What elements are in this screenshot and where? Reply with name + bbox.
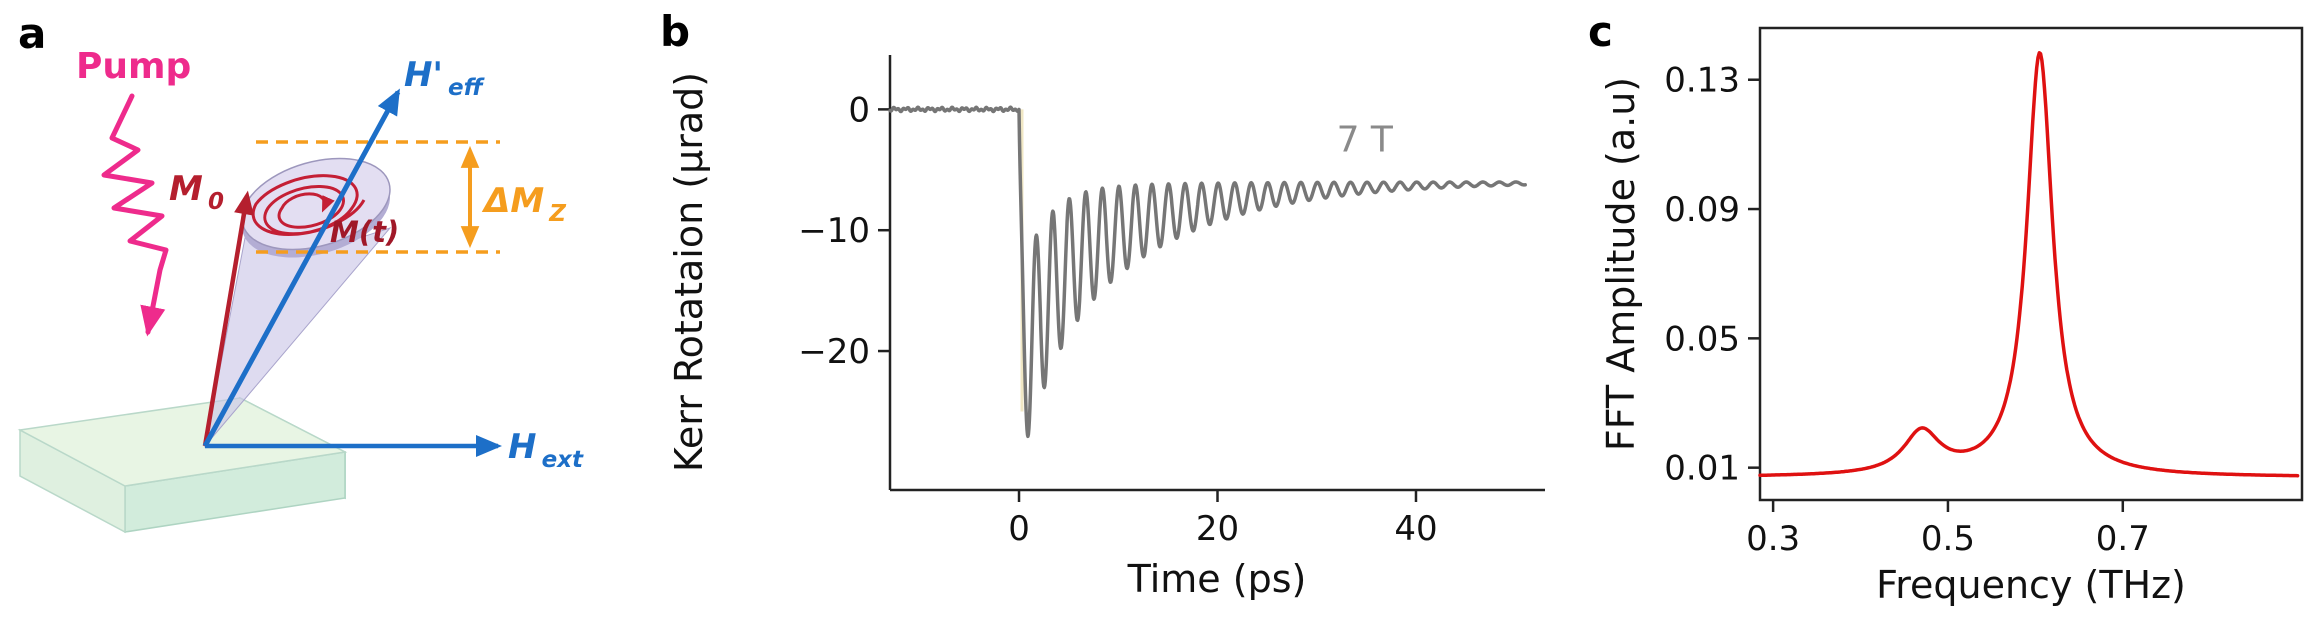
axes-frame xyxy=(1758,26,2304,502)
pump-label: Pump xyxy=(76,46,191,87)
schematic-panel: a Pump H' eff xyxy=(17,9,584,534)
m0-arrow xyxy=(202,190,254,447)
delta-mz-label: ΔM Z xyxy=(481,181,567,227)
heff-arrow xyxy=(202,88,401,448)
y-tick-label: −10 xyxy=(798,211,870,251)
delta-mz-dashes xyxy=(256,140,500,254)
y-tick-label: 0 xyxy=(848,90,870,130)
precession-cone xyxy=(204,226,392,448)
c-yaxis-title: FFT Amplitude (a.u) xyxy=(1599,77,1643,451)
x-tick-label: 20 xyxy=(1196,509,1239,549)
c-plot-area: 0.3 0.5 0.7 0.01 0.05 0.09 0.13 xyxy=(1664,26,2304,559)
x-tick-label: 0.7 xyxy=(2096,519,2150,559)
x-tick-label: 0 xyxy=(1008,509,1030,549)
panel-c-label: c xyxy=(1588,7,1613,56)
kerr_trace-curve xyxy=(888,105,1527,439)
hext-label: H ext xyxy=(508,427,584,473)
y-tick-label: 0.13 xyxy=(1664,61,1740,101)
y-tick-label: 0.01 xyxy=(1664,449,1740,489)
c-xaxis-title: Frequency (THz) xyxy=(1876,563,2186,607)
y-tick-label: 0.09 xyxy=(1664,190,1740,230)
fft-spectrum-chart: c Frequency (THz) FFT Amplitude (a.u) 0.… xyxy=(1588,7,2304,607)
b-yaxis-title: Kerr Rotataion (µrad) xyxy=(667,72,711,472)
m0-label: M 0 xyxy=(169,169,224,215)
y-tick-label: −20 xyxy=(798,332,870,372)
fft_spectrum-curve xyxy=(1758,51,2300,478)
b-xaxis-title: Time (ps) xyxy=(1127,557,1307,601)
x-tick-label: 40 xyxy=(1394,509,1437,549)
mt-label: M(t) xyxy=(330,215,399,249)
field-annotation: 7 T xyxy=(1337,120,1394,161)
y-tick-label: 0.05 xyxy=(1664,319,1740,359)
panel-b-label: b xyxy=(660,7,690,56)
sample-slab xyxy=(17,396,348,534)
pump-pulse-arrow xyxy=(101,93,169,337)
panel-a-label: a xyxy=(18,9,46,58)
x-tick-label: 0.3 xyxy=(1746,519,1800,559)
sample-top-face xyxy=(17,397,348,487)
heff-label: H' eff xyxy=(404,55,486,101)
b-plot-area: 0 20 40 0 −10 −20 7 T xyxy=(798,55,1545,549)
x-tick-label: 0.5 xyxy=(1921,519,1975,559)
kerr-rotation-chart: b Time (ps) Kerr Rotataion (µrad) 0 20 400… xyxy=(660,7,1545,601)
